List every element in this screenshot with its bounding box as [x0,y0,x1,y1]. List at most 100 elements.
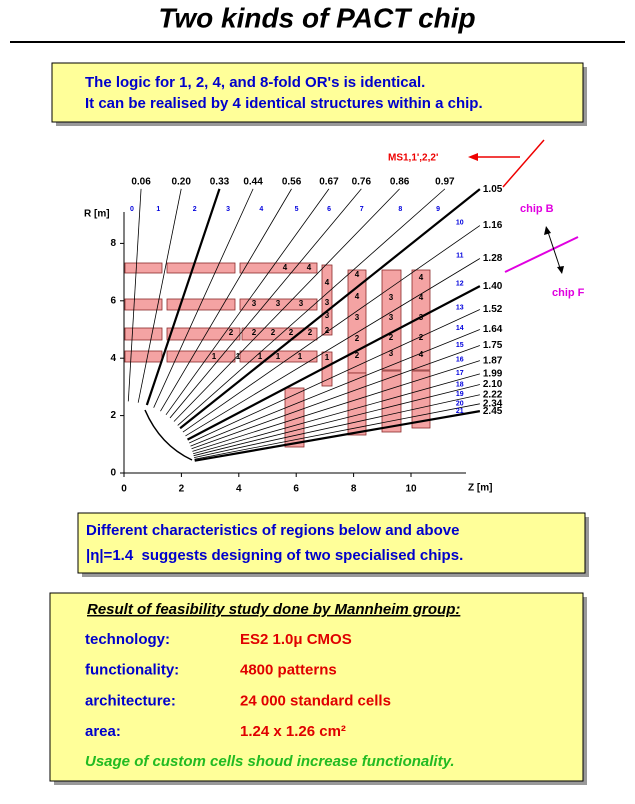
arrowhead [544,226,551,235]
segment-label: 17 [456,370,464,377]
row-label: area: [85,723,121,740]
eta-line [190,329,481,447]
chamber-label: 2 [252,328,257,337]
chamber [239,298,318,311]
eta-line [185,258,481,437]
result-note: Usage of custom cells shoud increase fun… [85,753,455,770]
segment-label: 15 [456,342,464,349]
chamber-label: 3 [325,298,330,307]
eta-label: 2.34 [483,398,503,409]
text-line: |η|=1.4 suggests designing of two specia… [86,547,463,564]
eta-label: 1.87 [483,355,503,366]
eta-line [153,188,254,408]
chamber-label: 2 [419,333,424,342]
segment-label: 3 [226,206,230,213]
chamber [166,262,236,274]
z-tick-label: 0 [121,484,127,495]
eta-line [189,309,481,444]
chamber-label: 2 [308,328,313,337]
ms-line [502,139,545,188]
text-line: The logic for 1, 2, 4, and 8-fold OR's i… [85,74,425,91]
chamber [347,372,367,436]
chamber [166,350,236,363]
eta-line [194,403,480,460]
chamber [239,262,318,274]
r-tick-label: 4 [110,353,116,364]
eta-line [179,188,481,430]
chamber [381,269,402,371]
axis-label: Z [m] [468,483,492,494]
chamber-label: 4 [325,278,330,287]
segment-label: 2 [193,206,197,213]
z-tick-label: 10 [405,484,417,495]
z-tick-label: 6 [293,484,299,495]
segment-label: 9 [436,206,440,213]
box [77,512,586,574]
chamber-label: 3 [325,311,330,320]
chamber-label: 4 [419,273,424,282]
eta-line [191,345,481,450]
eta-line [165,188,330,416]
segment-label: 19 [456,391,464,398]
chamber-label: 3 [389,313,394,322]
segment-label: 7 [360,206,364,213]
eta-label: 1.99 [483,368,503,379]
row-label: architecture: [85,692,176,709]
eta-label: 2.22 [483,389,503,400]
chamber-label: 1 [325,353,330,362]
eta-label: 2.45 [483,406,503,417]
chamber-label: 4 [283,263,288,272]
chamber [166,298,236,311]
eta-line [193,394,480,458]
chamber [241,327,318,341]
eta-label: 1.28 [483,253,503,264]
chip-label: chip F [552,287,585,299]
eta-label: 1.75 [483,340,503,351]
chamber-label: 2 [325,326,330,335]
r-tick-label: 8 [110,238,116,249]
eta-label: 1.05 [483,184,503,195]
segment-label: 6 [327,206,331,213]
eta-line [192,360,481,452]
chamber [124,262,163,274]
chamber [124,298,163,311]
row-label: technology: [85,631,170,648]
segment-label: 16 [456,357,464,364]
chamber-label: 3 [389,293,394,302]
eta-line [187,285,481,441]
eta-line [137,188,182,403]
segment-label: 12 [456,281,464,288]
chip-arrow [547,231,561,269]
axis-label: R [m] [84,209,110,220]
chamber-label: 4 [355,270,360,279]
segment-label: 10 [456,220,464,227]
row-label: functionality: [85,662,179,679]
chamber-label: 2 [271,328,276,337]
eta-label: 0.56 [282,177,302,188]
eta-label: 1.16 [483,220,503,231]
segment-label: 13 [456,305,464,312]
eta-line [193,384,480,457]
chamber-label: 3 [355,313,360,322]
z-tick-label: 4 [236,484,242,495]
segment-label: 0 [130,206,134,213]
r-tick-label: 0 [110,468,116,479]
segment-label: 18 [456,381,464,388]
eta-line [145,188,221,406]
segment-label: 8 [398,206,402,213]
eta-label: 0.20 [171,177,191,188]
eta-label: 0.97 [435,177,455,188]
chamber-label: 4 [419,350,424,359]
chamber [124,327,163,341]
chamber-label: 4 [419,293,424,302]
row-value: ES2 1.0μ CMOS [240,631,352,648]
title: Two kinds of PACT chip [158,2,475,33]
row-value: 4800 patterns [240,662,337,679]
arrowhead [468,153,478,161]
text-line: Different characteristics of regions bel… [86,522,459,539]
eta-label: 1.52 [483,304,503,315]
eta-label: 1.64 [483,324,503,335]
eta-label: 0.67 [319,177,339,188]
chamber-label: 3 [252,299,257,308]
inner-boundary [144,409,193,461]
